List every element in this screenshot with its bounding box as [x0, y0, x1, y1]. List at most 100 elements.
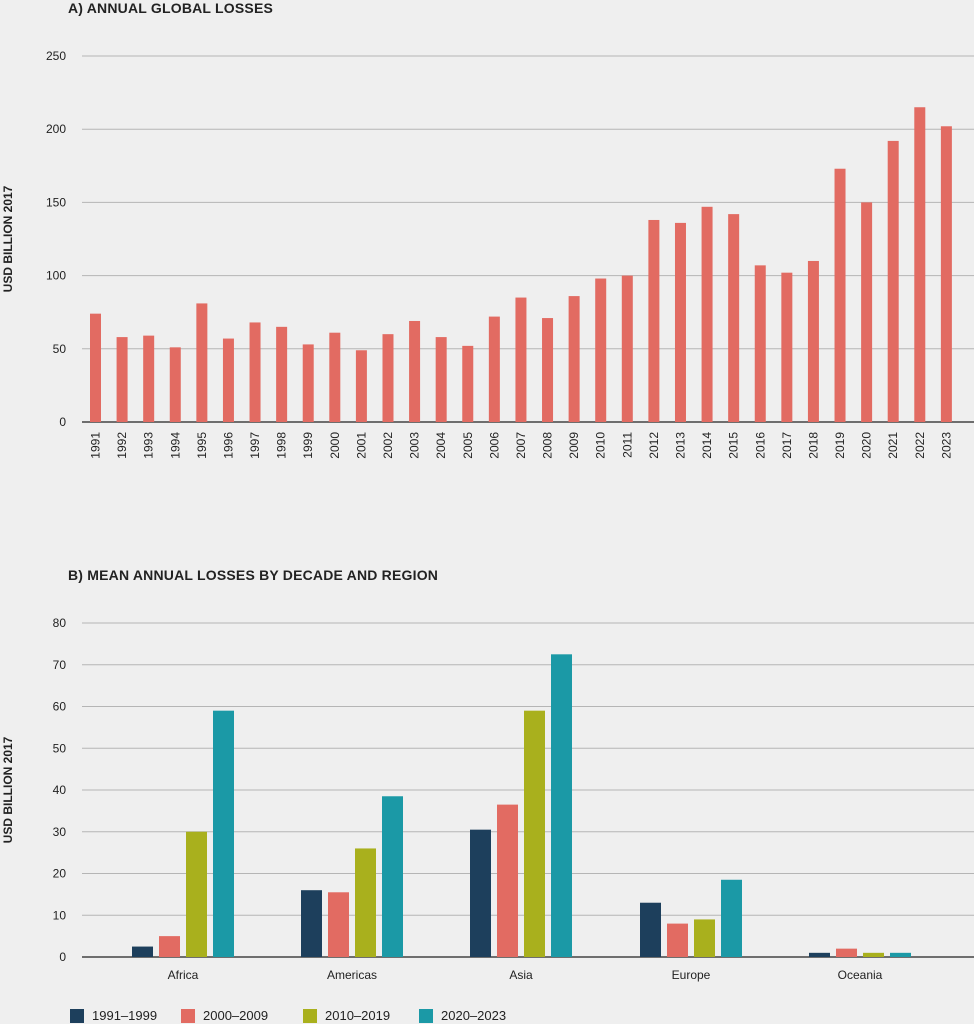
x-tick-label: 2000 — [328, 432, 342, 459]
bar — [409, 320, 421, 422]
bar — [186, 831, 207, 957]
bar — [781, 272, 793, 422]
bar — [169, 347, 181, 422]
y-tick-label: 0 — [59, 950, 66, 964]
x-tick-label: 1995 — [195, 432, 209, 459]
x-tick-label: 2020 — [860, 432, 874, 459]
x-tick-label: 2010 — [594, 432, 608, 459]
bar — [621, 275, 633, 422]
x-tick-label: 1997 — [248, 432, 262, 459]
x-tick-label: 1994 — [168, 432, 182, 459]
y-tick-label: 100 — [46, 269, 66, 283]
bar — [196, 303, 208, 422]
bar — [595, 278, 607, 422]
bar — [355, 848, 376, 957]
bar — [640, 902, 661, 957]
bar — [834, 168, 846, 422]
bar — [809, 952, 830, 957]
y-tick-label: 50 — [53, 342, 67, 356]
bar — [890, 952, 911, 957]
bar — [222, 338, 234, 422]
x-tick-label: 2015 — [727, 432, 741, 459]
bar — [355, 350, 367, 422]
legend-label: 2010–2019 — [325, 1008, 391, 1023]
x-tick-label: 2023 — [939, 432, 953, 459]
x-tick-label: Americas — [327, 968, 377, 982]
x-tick-label: 2014 — [700, 432, 714, 459]
legend-label: 1991–1999 — [92, 1008, 158, 1023]
legend-label: 2000–2009 — [203, 1008, 269, 1023]
x-tick-label: 2012 — [647, 432, 661, 459]
legend-item: 2010–2019 — [303, 1008, 419, 1023]
x-tick-label: 1992 — [115, 432, 129, 459]
bar — [116, 337, 128, 422]
x-tick-label: 2001 — [354, 432, 368, 459]
y-tick-label: 80 — [53, 616, 67, 630]
chart-b-legend: 1991–1999 2000–2009 2010–2019 2020–2023 — [70, 1008, 539, 1023]
x-tick-label: 1993 — [142, 432, 156, 459]
bar — [721, 879, 742, 957]
x-tick-label: 2004 — [434, 432, 448, 459]
bar — [329, 332, 341, 422]
x-tick-label: 2022 — [913, 432, 927, 459]
bar — [648, 219, 660, 422]
bar — [728, 214, 740, 422]
bar — [301, 890, 322, 957]
x-tick-label: Oceania — [838, 968, 883, 982]
x-tick-label: 1996 — [221, 432, 235, 459]
bar — [674, 222, 686, 422]
legend-swatch — [303, 1008, 317, 1023]
y-tick-label: 40 — [53, 783, 67, 797]
x-tick-label: 2007 — [514, 432, 528, 459]
legend-swatch — [181, 1008, 195, 1023]
bar — [90, 313, 101, 422]
bar — [861, 202, 873, 422]
bar — [462, 345, 474, 422]
x-tick-label: 2002 — [381, 432, 395, 459]
y-tick-label: 30 — [53, 825, 67, 839]
bar — [488, 316, 500, 422]
x-tick-label: 2013 — [673, 432, 687, 459]
y-tick-label: 150 — [46, 195, 66, 209]
x-tick-label: 2003 — [408, 432, 422, 459]
chart-a-title: A) ANNUAL GLOBAL LOSSES — [68, 0, 274, 16]
bar — [515, 297, 527, 422]
legend-swatch — [419, 1008, 433, 1023]
x-tick-label: Asia — [509, 968, 533, 982]
bar — [159, 936, 180, 957]
bar — [276, 326, 288, 422]
bar — [694, 919, 715, 957]
x-tick-label: 1998 — [275, 432, 289, 459]
bar — [914, 107, 926, 423]
x-tick-label: 1999 — [301, 432, 315, 459]
bar — [667, 923, 688, 957]
bar — [940, 126, 952, 422]
x-tick-label: 2006 — [487, 432, 501, 459]
bar — [836, 948, 857, 957]
x-tick-label: 2016 — [753, 432, 767, 459]
x-tick-label: 2011 — [620, 432, 634, 458]
bar — [435, 337, 447, 422]
bar — [807, 260, 819, 422]
bar — [524, 710, 545, 957]
x-tick-label: Africa — [168, 968, 199, 982]
y-tick-label: 60 — [53, 700, 67, 714]
bar — [132, 946, 153, 957]
x-tick-label: 2021 — [886, 432, 900, 459]
y-axis-label: USD BILLION 2017 — [1, 185, 15, 292]
y-tick-label: 70 — [53, 658, 67, 672]
bar — [213, 710, 234, 957]
x-tick-label: 2009 — [567, 432, 581, 459]
bar — [328, 892, 349, 957]
bar — [887, 140, 899, 423]
annual-losses-chart: 0 50 100 150 200 250 USD BILLION 2017 1991 1992 1… — [1, 49, 974, 459]
chart-b-title: B) MEAN ANNUAL LOSSES BY DECADE AND REGI… — [68, 567, 439, 583]
legend-item: 2020–2023 — [419, 1008, 539, 1023]
y-tick-label: 10 — [53, 908, 67, 922]
bar — [863, 952, 884, 957]
x-tick-label: 1991 — [89, 432, 103, 459]
legend-item: 1991–1999 — [70, 1008, 181, 1023]
bar — [143, 335, 155, 422]
bar — [470, 829, 491, 957]
y-tick-label: 50 — [53, 741, 67, 755]
